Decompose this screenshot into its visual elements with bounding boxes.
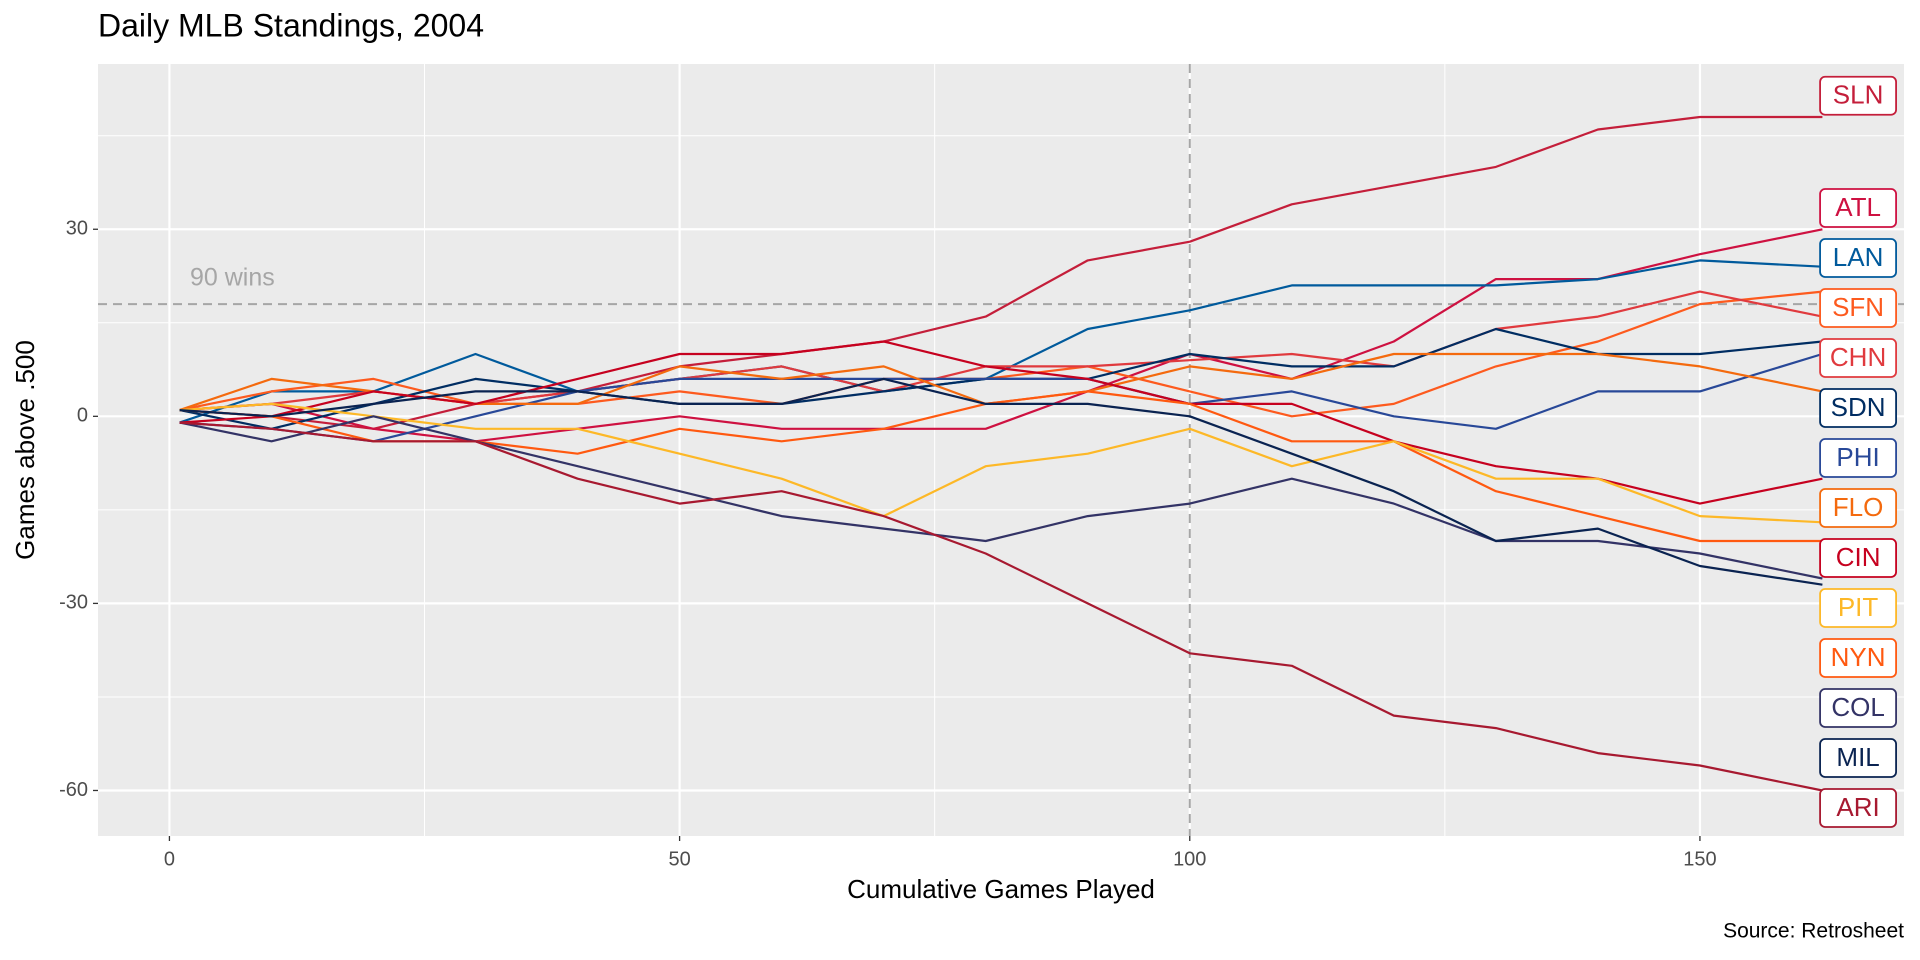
team-label-group: SFN (1819, 288, 1897, 328)
team-line (179, 340, 1823, 505)
team-label-group: CHN (1819, 338, 1897, 378)
team-label-group: NYN (1819, 638, 1897, 678)
team-label: SLN (1833, 80, 1884, 110)
team-line (179, 421, 1823, 792)
y-tick-label: -60 (59, 779, 88, 801)
team-label-group: MIL (1819, 738, 1897, 778)
team-label-box (1819, 588, 1897, 628)
team-label-box (1819, 288, 1897, 328)
team-label-box (1819, 238, 1897, 278)
team-line (179, 115, 1823, 430)
team-label-group: COL (1819, 688, 1897, 728)
team-line (179, 377, 1823, 586)
plot-panel (98, 64, 1904, 836)
x-tick-label: 100 (1173, 848, 1206, 870)
team-label-group: ATL (1819, 188, 1897, 228)
team-label-box (1819, 638, 1897, 678)
team-label-group: SLN (1819, 75, 1897, 116)
x-tick-label: 50 (668, 848, 690, 870)
team-label-box (1819, 188, 1897, 228)
chart-title: Daily MLB Standings, 2004 (98, 7, 484, 43)
team-label-box (1819, 388, 1897, 428)
team-label: PIT (1838, 592, 1879, 622)
team-label-box (1819, 488, 1897, 528)
y-tick-label: 0 (77, 405, 88, 427)
team-label: FLO (1833, 492, 1884, 522)
team-label: MIL (1836, 742, 1879, 772)
team-label-group: PHI (1819, 438, 1897, 478)
team-label: ATL (1835, 192, 1881, 222)
team-label: COL (1831, 692, 1884, 722)
y-tick-label: 30 (66, 218, 88, 240)
team-label-group: LAN (1819, 238, 1897, 278)
team-label-group: PIT (1819, 588, 1897, 628)
team-label-box (1819, 738, 1897, 778)
source-note: Source: Retrosheet (1723, 920, 1904, 943)
team-label: SDN (1831, 392, 1886, 422)
team-line (179, 402, 1823, 524)
team-label-group: SDN (1819, 388, 1897, 428)
team-label-group: FLO (1819, 488, 1897, 528)
team-label-box (1819, 438, 1897, 478)
y-axis-title: Games above .500 (10, 340, 40, 560)
team-label-box (1819, 788, 1897, 828)
team-label: NYN (1831, 642, 1886, 672)
team-label-group: CIN (1819, 538, 1897, 578)
team-label: ARI (1836, 792, 1879, 822)
team-label: CHN (1830, 342, 1886, 372)
team-label: PHI (1836, 442, 1879, 472)
team-label-box (1819, 538, 1897, 578)
team-label-box (1819, 338, 1897, 378)
team-label-box (1819, 75, 1897, 116)
team-label-group: ARI (1819, 788, 1897, 828)
team-label: SFN (1832, 292, 1884, 322)
x-axis-title: Cumulative Games Played (847, 874, 1155, 904)
team-line (179, 228, 1823, 443)
team-line (179, 415, 1823, 580)
annotation: 90 wins (190, 264, 275, 292)
x-tick-label: 150 (1683, 848, 1716, 870)
team-label: CIN (1836, 542, 1881, 572)
team-label-box (1819, 688, 1897, 728)
y-tick-label: -30 (59, 592, 88, 614)
x-tick-label: 0 (164, 848, 175, 870)
team-label: LAN (1833, 242, 1884, 272)
